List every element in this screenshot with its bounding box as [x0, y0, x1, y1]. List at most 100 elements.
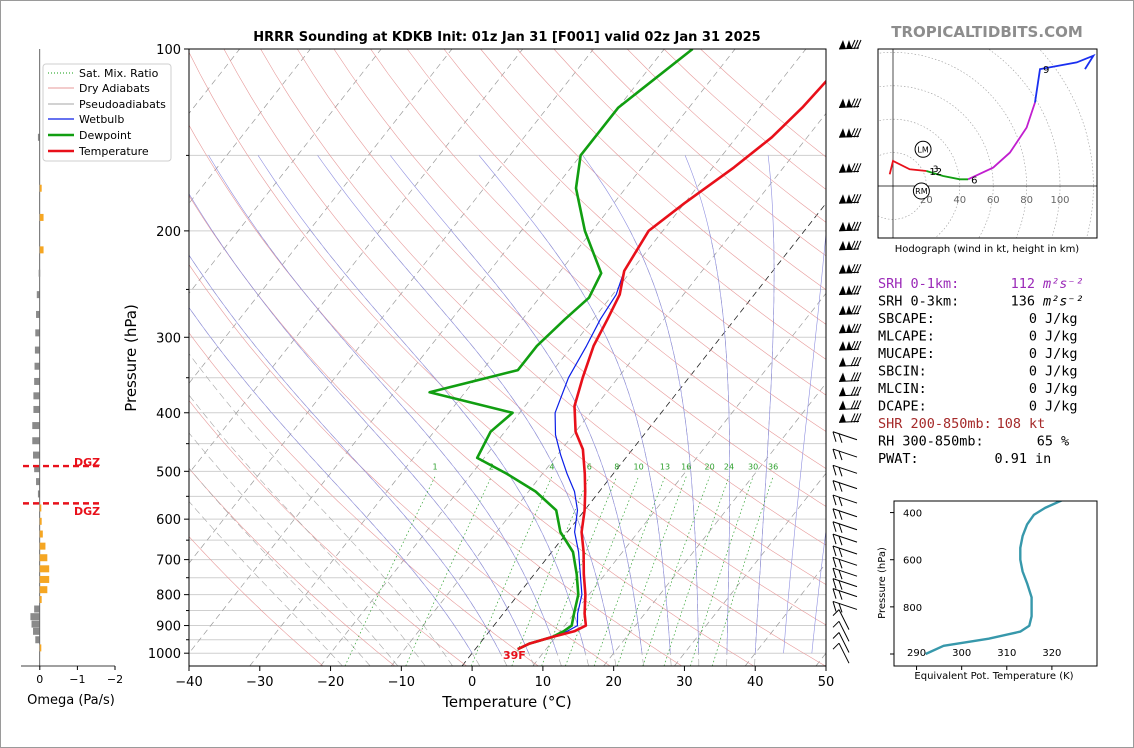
stat-value: 0	[1029, 399, 1037, 415]
hodograph-height-label: 9	[1043, 65, 1049, 76]
stat-value: 0	[1029, 311, 1037, 327]
skewt-frame	[188, 48, 827, 667]
stat-unit: J/kg	[1045, 311, 1078, 327]
omega-bar	[33, 627, 40, 635]
y-tick-label: 300	[156, 331, 181, 346]
wind-barb-glyph	[832, 642, 850, 664]
mixing-ratio-label: 16	[681, 462, 691, 471]
stat-row: SHR 200-850mb: 108 kt	[878, 416, 1045, 432]
wind-barb-glyph	[832, 431, 858, 443]
legend-label-mixratio: Sat. Mix. Ratio	[79, 67, 159, 80]
isotherm-line	[532, 292, 826, 666]
y-tick-label: 900	[156, 620, 181, 635]
stat-label: RH 300-850mb:	[878, 434, 984, 450]
wetbulb-reference-line	[390, 155, 643, 654]
isotherm-line	[603, 382, 826, 666]
omega-bar	[34, 605, 40, 613]
wetbulb-reference-line	[317, 155, 614, 654]
omega-x-tick-label: 0	[36, 673, 43, 686]
stat-row: SRH 0-1km: 112 m²s⁻²	[878, 276, 1084, 292]
stat-label: MUCAPE:	[878, 346, 935, 362]
x-tick-label: 30	[676, 675, 693, 690]
dry-adiabat-line	[189, 51, 826, 666]
omega-bar	[31, 620, 40, 628]
dry-adiabat-line	[223, 49, 826, 626]
stat-row: DCAPE: 0 J/kg	[878, 399, 1078, 415]
stat-value: 0.91	[994, 451, 1027, 467]
wind-barb-glyph	[832, 578, 858, 590]
stat-unit: J/kg	[1045, 329, 1078, 345]
wind-barb-glyph	[832, 632, 850, 653]
isotherm-line	[1, 49, 27, 666]
mixing-ratio-line	[663, 476, 730, 666]
theta-e-profile	[925, 501, 1064, 656]
stat-value: 65	[1037, 434, 1053, 450]
wind-barb-glyph	[838, 39, 862, 50]
wind-barb-glyph	[838, 323, 862, 334]
dry-adiabat-line	[406, 49, 826, 432]
omega-bar	[39, 246, 44, 254]
wind-barb-glyph	[838, 240, 862, 251]
wind-barb-glyph	[832, 567, 858, 580]
dry-adiabat-line	[189, 195, 683, 666]
omega-bar	[36, 291, 40, 299]
mixing-ratio-label: 1	[433, 462, 438, 471]
wind-barb-glyph	[838, 128, 862, 138]
wind-barb-glyph	[832, 521, 858, 533]
hodograph-panel: 20 40 60 80 100 12 6 9 3 LM RM	[878, 49, 1097, 238]
omega-bar	[36, 478, 40, 486]
dry-adiabat-line	[297, 49, 826, 546]
stat-row: MUCAPE: 0 J/kg	[878, 346, 1078, 362]
hodograph-trace	[967, 102, 1036, 181]
omega-bar	[34, 346, 40, 354]
dry-adiabat-line	[189, 467, 395, 666]
mixing-ratio-line	[511, 476, 590, 666]
theta-e-x-tick-label: 300	[952, 648, 971, 659]
omega-bar	[39, 504, 42, 512]
x-tick-label: 50	[818, 675, 835, 690]
stat-unit: in	[1035, 451, 1051, 467]
pseudoadiabat-line	[189, 394, 426, 666]
omega-bar	[37, 490, 40, 498]
dry-adiabat-line	[480, 49, 826, 360]
hodograph-trace	[926, 170, 969, 181]
omega-bar	[30, 613, 40, 621]
omega-xlabel: Omega (Pa/s)	[27, 693, 115, 708]
omega-bar	[33, 405, 40, 413]
omega-x-tick-label: −2	[107, 673, 123, 686]
stat-row: PWAT: 0.91 in	[878, 451, 1051, 467]
dry-adiabat-line	[189, 264, 611, 666]
wind-barb-glyph	[832, 556, 858, 569]
omega-bar	[34, 465, 40, 473]
dry-adiabat-line	[443, 49, 826, 396]
omega-bar	[39, 596, 42, 604]
wetbulb-reference-line	[189, 307, 473, 654]
x-tick-label: −20	[317, 675, 344, 690]
wind-barb-glyph	[838, 163, 862, 173]
storm-motion-label: RM	[915, 187, 928, 196]
stat-row: SRH 0-3km: 136 m²s⁻²	[878, 294, 1084, 310]
omega-bar	[35, 636, 40, 644]
dry-adiabat-line	[189, 536, 324, 666]
stat-value: 136	[1011, 294, 1035, 310]
pseudoadiabat-line	[212, 230, 535, 666]
dry-adiabat-line	[189, 400, 467, 666]
mixing-ratio-label: 13	[660, 462, 670, 471]
stat-label: SRH 0-3km:	[878, 294, 959, 310]
isotherm-line	[189, 49, 524, 474]
y-tick-label: 400	[156, 407, 181, 422]
x-tick-label: 20	[605, 675, 622, 690]
mixing-ratio-line	[690, 476, 754, 666]
mixing-ratio-label: 36	[768, 462, 778, 471]
wetbulb-reference-line	[754, 155, 775, 654]
theta-e-x-tick-label: 290	[907, 648, 926, 659]
wetbulb-reference-line	[208, 155, 558, 654]
mixing-ratio-line	[405, 476, 492, 666]
stat-value: 0	[1029, 346, 1037, 362]
wind-barb-glyph	[832, 448, 858, 461]
pseudoadiabat-line	[189, 307, 481, 666]
isotherm-line	[189, 49, 594, 564]
stat-value: 0	[1029, 381, 1037, 397]
isotherm-line	[189, 49, 382, 294]
